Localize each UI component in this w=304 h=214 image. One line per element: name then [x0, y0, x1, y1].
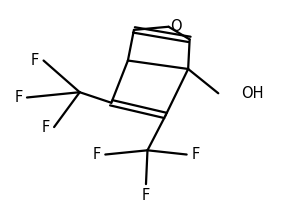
Text: O: O: [170, 19, 182, 34]
Text: F: F: [41, 120, 50, 135]
Text: F: F: [14, 90, 22, 105]
Text: F: F: [92, 147, 101, 162]
Text: F: F: [191, 147, 199, 162]
Text: F: F: [31, 53, 39, 68]
Text: F: F: [142, 188, 150, 203]
Text: OH: OH: [241, 86, 263, 101]
